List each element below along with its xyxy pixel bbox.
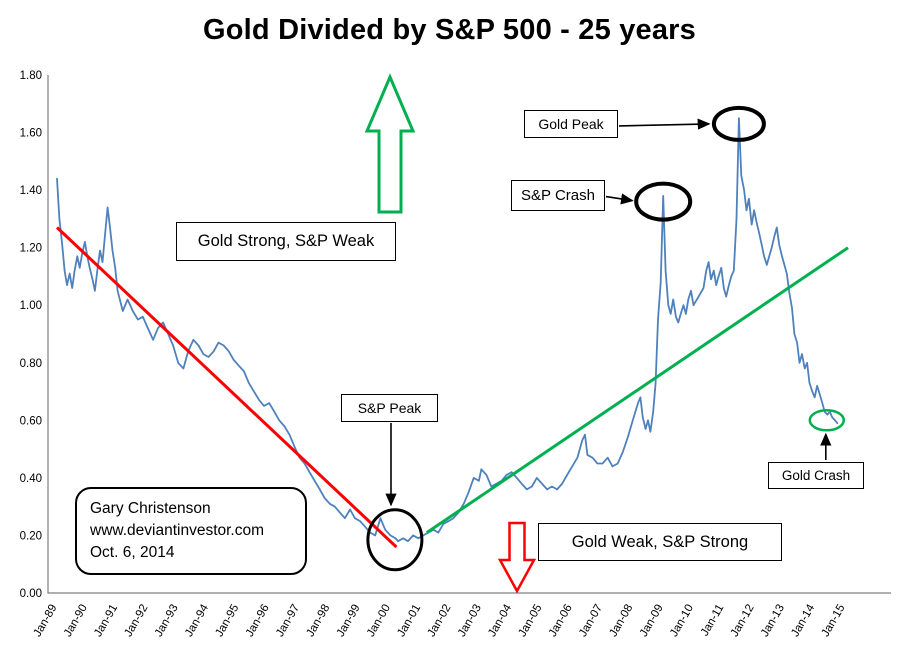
x-tick-label: Jan-09 bbox=[638, 603, 666, 639]
credit-date: Oct. 6, 2014 bbox=[90, 544, 175, 561]
x-tick-label: Jan-14 bbox=[789, 602, 817, 639]
x-tick-label: Jan-02 bbox=[426, 603, 454, 639]
down-block-arrow bbox=[497, 521, 537, 594]
x-tick-label: Jan-91 bbox=[92, 603, 120, 639]
sp-peak-circle bbox=[366, 508, 424, 572]
gold-peak-arrow bbox=[618, 118, 711, 130]
y-tick-label: 0.00 bbox=[20, 588, 42, 600]
x-tick-label: Jan-03 bbox=[456, 603, 484, 639]
annotation-gold-peak: Gold Peak bbox=[524, 110, 618, 138]
x-tick-label: Jan-94 bbox=[183, 602, 211, 639]
x-tick-label: Jan-12 bbox=[729, 603, 757, 639]
x-tick-label: Jan-06 bbox=[547, 603, 575, 639]
y-tick-label: 0.80 bbox=[20, 358, 42, 370]
x-tick-label: Jan-96 bbox=[244, 603, 272, 639]
credit-name: Gary Christenson bbox=[90, 500, 211, 517]
y-tick-label: 1.20 bbox=[20, 243, 42, 255]
gold-crash-ellipse bbox=[808, 409, 846, 432]
y-tick-label: 1.60 bbox=[20, 128, 42, 140]
x-tick-label: Jan-92 bbox=[123, 603, 151, 639]
x-tick-label: Jan-08 bbox=[607, 603, 635, 639]
x-tick-label: Jan-89 bbox=[32, 603, 60, 639]
gold-peak-circle bbox=[711, 105, 766, 142]
y-tick-label: 1.40 bbox=[20, 185, 42, 197]
up-block-arrow bbox=[364, 73, 416, 214]
x-tick-label: Jan-99 bbox=[335, 603, 363, 639]
x-tick-label: Jan-93 bbox=[153, 603, 181, 639]
annotation-gold-weak-sp-strong: Gold Weak, S&P Strong bbox=[538, 523, 782, 561]
x-tick-label: Jan-15 bbox=[820, 603, 848, 639]
x-tick-label: Jan-00 bbox=[365, 603, 393, 639]
x-tick-label: Jan-95 bbox=[213, 603, 241, 639]
x-tick-label: Jan-13 bbox=[759, 603, 787, 639]
annotation-gold-strong-sp-weak: Gold Strong, S&P Weak bbox=[176, 222, 396, 261]
x-tick-label: Jan-01 bbox=[395, 603, 423, 639]
x-tick-label: Jan-97 bbox=[274, 603, 302, 639]
credit-website: www.deviantinvestor.com bbox=[90, 522, 265, 539]
axis-lines bbox=[47, 75, 891, 594]
chart-title: Gold Divided by S&P 500 - 25 years bbox=[202, 14, 697, 46]
sp-crash-arrow bbox=[605, 193, 634, 205]
y-tick-label: 1.00 bbox=[20, 300, 42, 312]
y-tick-label: 1.80 bbox=[20, 70, 42, 82]
x-tick-label: Jan-10 bbox=[668, 603, 696, 639]
uptrend-line bbox=[425, 246, 849, 534]
y-tick-label: 0.20 bbox=[20, 530, 42, 542]
x-tick-label: Jan-98 bbox=[304, 603, 332, 639]
annotation-sp-peak: S&P Peak bbox=[341, 394, 438, 422]
x-tick-label: Jan-90 bbox=[62, 603, 90, 639]
credit-box: Gary Christenson www.deviantinvestor.com… bbox=[75, 487, 307, 575]
gold-sp-ratio-line bbox=[56, 117, 839, 543]
annotation-sp-crash: S&P Crash bbox=[511, 180, 605, 211]
x-tick-label: Jan-07 bbox=[577, 603, 605, 639]
y-tick-label: 0.60 bbox=[20, 415, 42, 427]
x-tick-label: Jan-04 bbox=[486, 602, 514, 639]
x-tick-label: Jan-11 bbox=[699, 603, 727, 639]
x-tick-label: Jan-05 bbox=[517, 603, 545, 639]
sp-crash-circle bbox=[634, 181, 693, 222]
annotation-gold-crash: Gold Crash bbox=[768, 462, 864, 489]
y-tick-label: 0.40 bbox=[20, 473, 42, 485]
downtrend-line bbox=[55, 226, 398, 549]
